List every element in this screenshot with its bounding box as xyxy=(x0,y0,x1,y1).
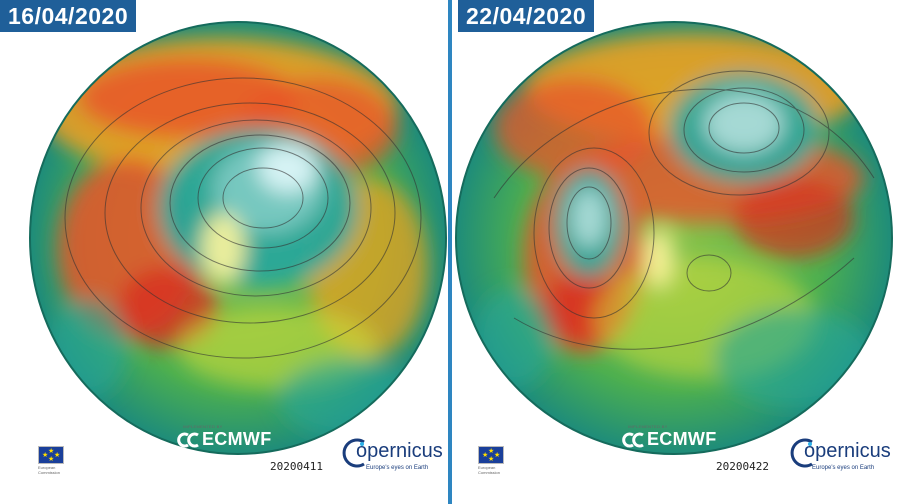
date-label: 16/04/2020 xyxy=(0,0,137,32)
ozone-globe-map xyxy=(29,21,447,455)
copernicus-logo-text: opernicus xyxy=(356,440,443,462)
date-label: 22/04/2020 xyxy=(458,0,595,32)
implemented-by-label: IMPLEMENTED BY xyxy=(628,424,668,429)
copernicus-tagline: Europe's eyes on Earth xyxy=(812,465,875,471)
copernicus-logo-text: opernicus xyxy=(804,440,891,462)
copernicus-logo-icon xyxy=(342,438,365,468)
copernicus-tagline: Europe's eyes on Earth xyxy=(366,465,429,471)
implemented-by-label: IMPLEMENTED BY xyxy=(183,424,223,429)
run-date: 20200422 xyxy=(716,460,769,473)
copernicus-logo-icon xyxy=(790,438,813,468)
map-panel-left: 16/04/2020 xyxy=(0,0,447,475)
map-panel-right: 22/04/2020 xyxy=(452,0,900,504)
eu-flag-icon: ★ ★ ★ ★ xyxy=(478,446,504,464)
ecmwf-logo-text: ECMWF xyxy=(202,429,272,449)
eu-caption: European Commission xyxy=(478,465,501,475)
eu-caption: European Commission xyxy=(38,465,61,475)
ecmwf-logo-icon xyxy=(177,432,199,448)
ecmwf-logo-text: ECMWF xyxy=(647,429,717,449)
run-date: 20200411 xyxy=(270,460,323,473)
panel-divider xyxy=(448,0,452,504)
eu-flag-icon: ★ ★ ★ ★ xyxy=(38,446,64,464)
ecmwf-logo-icon xyxy=(622,432,644,448)
ozone-globe-map xyxy=(455,21,893,455)
